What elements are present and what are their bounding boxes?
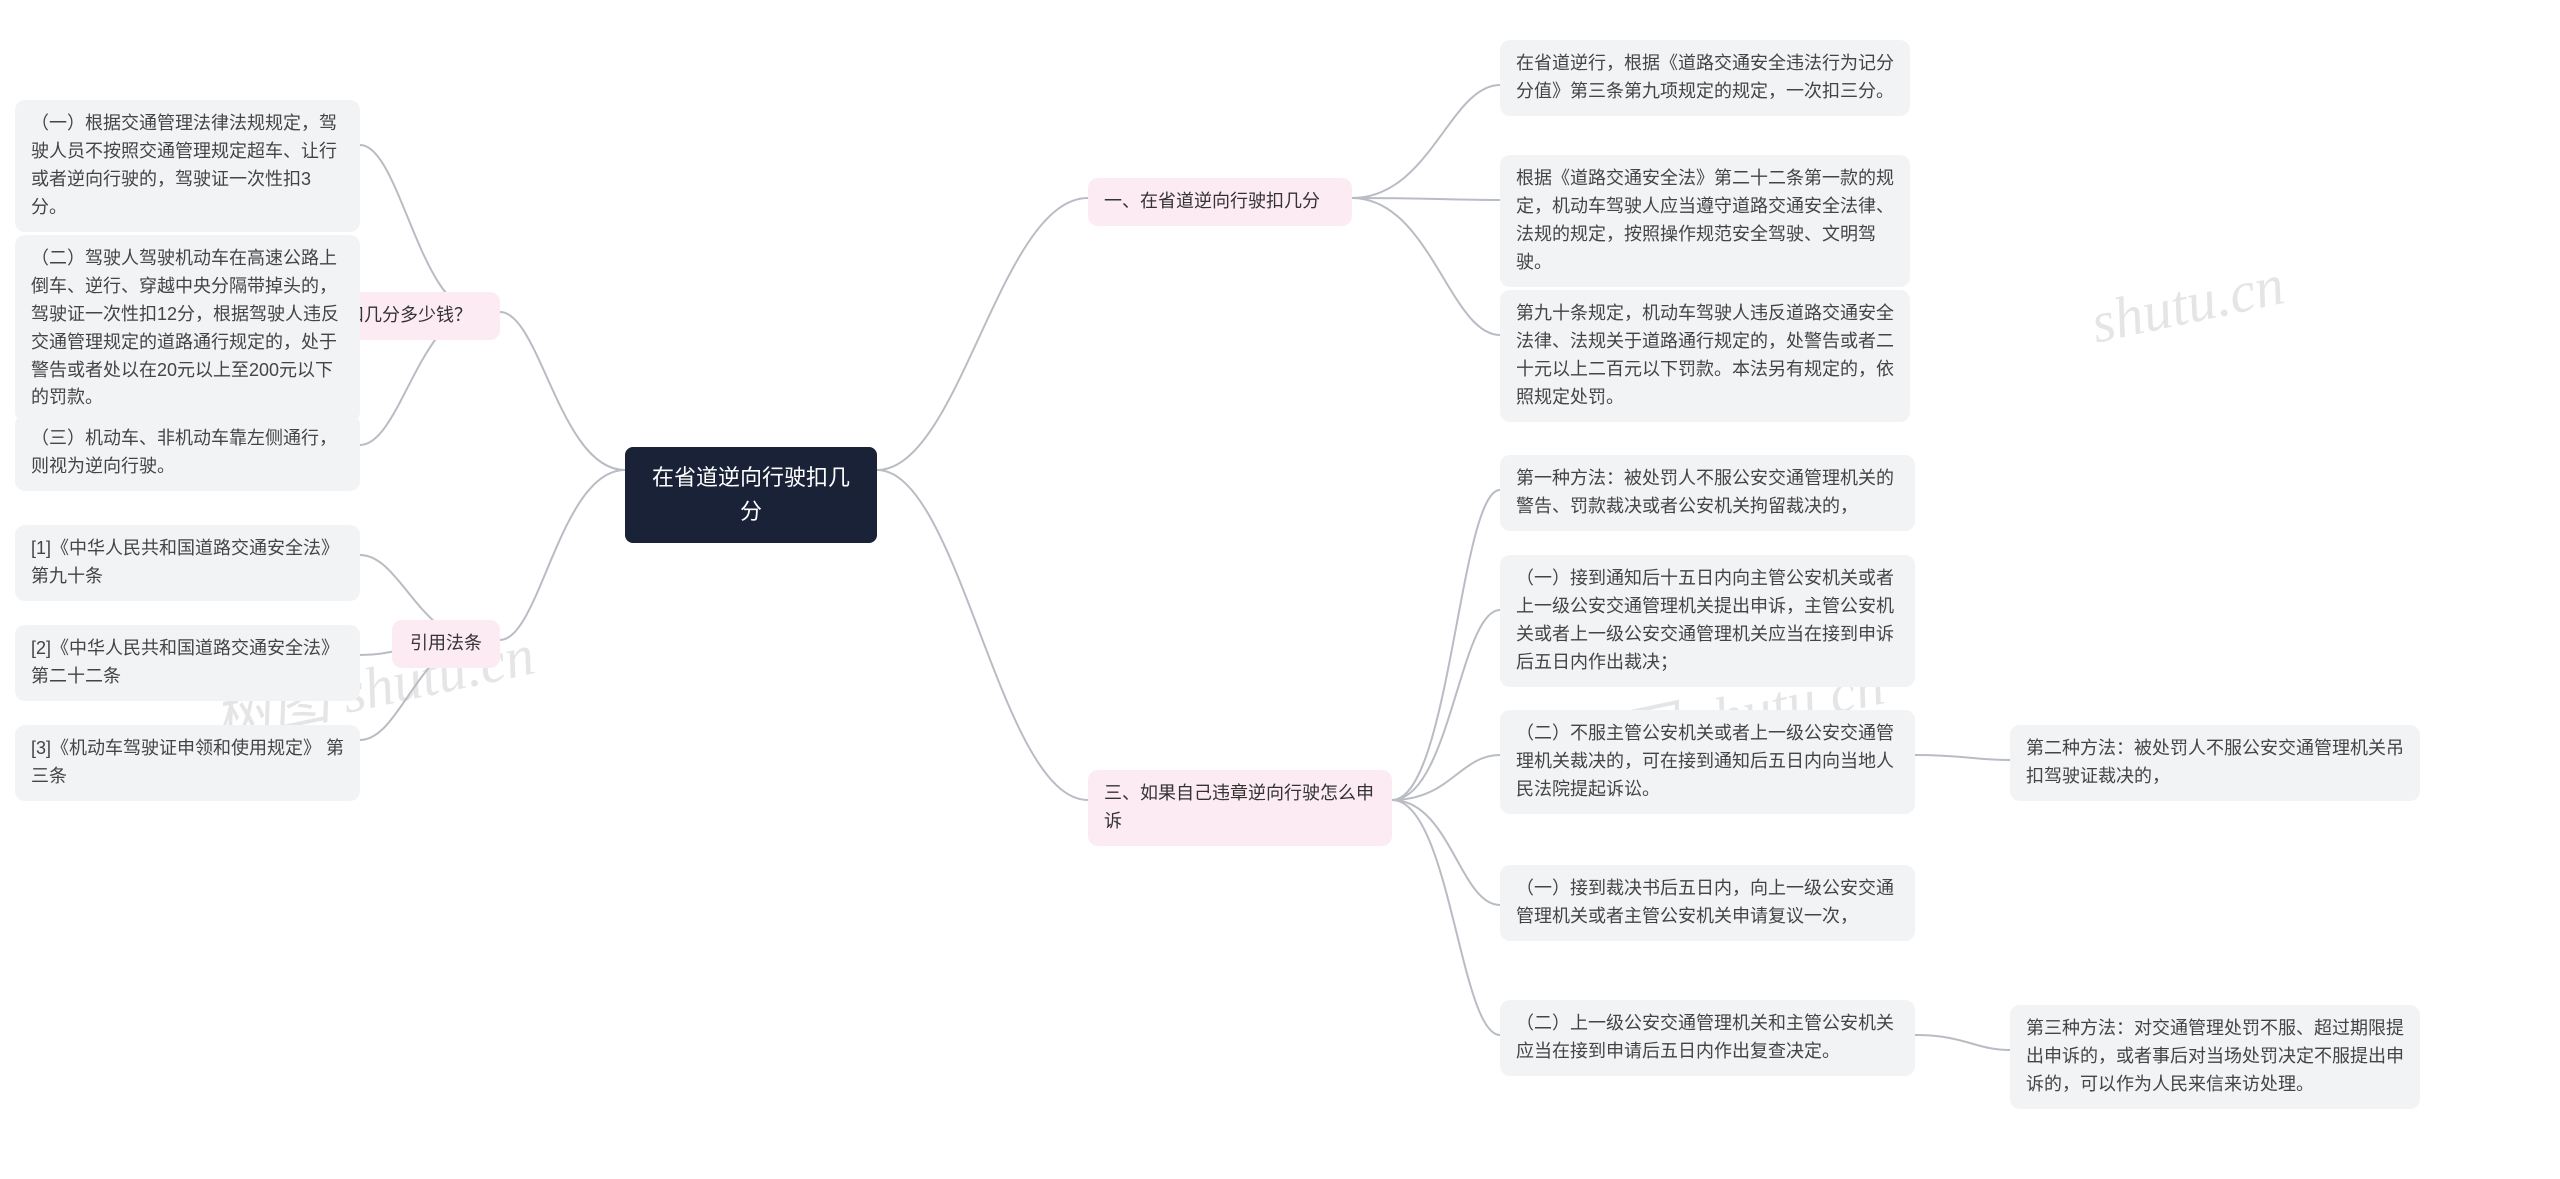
leaf: （二）不服主管公安机关或者上一级公安交通管理机关裁决的，可在接到通知后五日内向当… — [1500, 710, 1915, 814]
leaf: （三）机动车、非机动车靠左侧通行，则视为逆向行驶。 — [15, 415, 360, 491]
branch-3: 三、如果自己违章逆向行驶怎么申诉 — [1088, 770, 1392, 846]
leaf: （二）上一级公安交通管理机关和主管公安机关应当在接到申请后五日内作出复查决定。 — [1500, 1000, 1915, 1076]
leaf: [2]《中华人民共和国道路交通安全法》 第二十二条 — [15, 625, 360, 701]
leaf: 第九十条规定，机动车驾驶人违反道路交通安全法律、法规关于道路通行规定的，处警告或… — [1500, 290, 1910, 422]
leaf: 在省道逆行，根据《道路交通安全违法行为记分分值》第三条第九项规定的规定，一次扣三… — [1500, 40, 1910, 116]
leaf-extra: 第三种方法：对交通管理处罚不服、超过期限提出申诉的，或者事后对当场处罚决定不服提… — [2010, 1005, 2420, 1109]
branch-ref: 引用法条 — [392, 620, 500, 668]
leaf: （一）根据交通管理法律法规规定，驾驶人员不按照交通管理规定超车、让行或者逆向行驶… — [15, 100, 360, 232]
leaf-extra: 第二种方法：被处罚人不服公安交通管理机关吊扣驾驶证裁决的， — [2010, 725, 2420, 801]
connectors-layer — [0, 0, 2560, 1179]
watermark: shutu.cn — [2085, 250, 2290, 356]
leaf: [3]《机动车驾驶证申领和使用规定》 第三条 — [15, 725, 360, 801]
leaf: （二）驾驶人驾驶机动车在高速公路上倒车、逆行、穿越中央分隔带掉头的，驾驶证一次性… — [15, 235, 360, 422]
leaf: 第一种方法：被处罚人不服公安交通管理机关的警告、罚款裁决或者公安机关拘留裁决的， — [1500, 455, 1915, 531]
leaf: 根据《道路交通安全法》第二十二条第一款的规定，机动车驾驶人应当遵守道路交通安全法… — [1500, 155, 1910, 287]
branch-1: 一、在省道逆向行驶扣几分 — [1088, 178, 1352, 226]
mindmap-root: 在省道逆向行驶扣几分 — [625, 447, 877, 543]
leaf: （一）接到裁决书后五日内，向上一级公安交通管理机关或者主管公安机关申请复议一次， — [1500, 865, 1915, 941]
leaf: [1]《中华人民共和国道路交通安全法》 第九十条 — [15, 525, 360, 601]
leaf: （一）接到通知后十五日内向主管公安机关或者上一级公安交通管理机关提出申诉，主管公… — [1500, 555, 1915, 687]
